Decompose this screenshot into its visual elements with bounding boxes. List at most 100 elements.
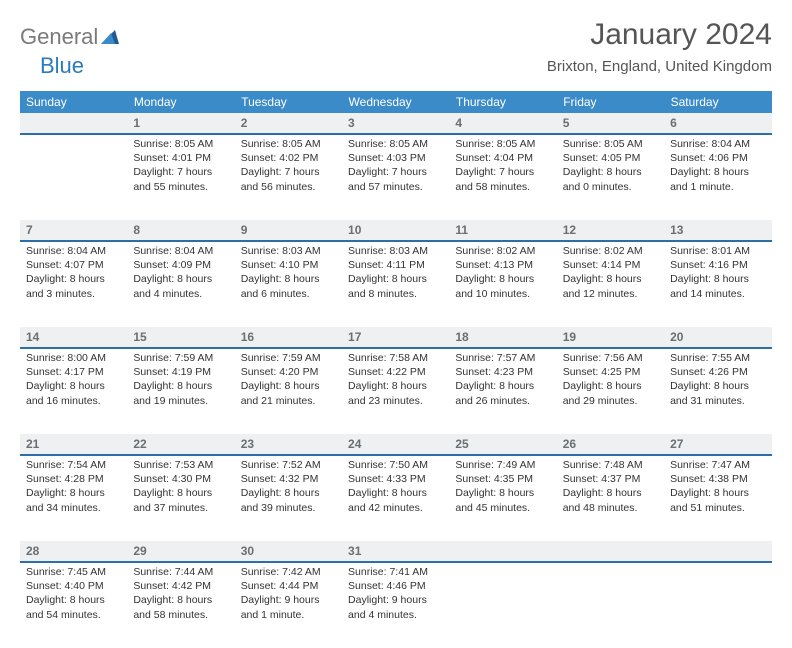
cell-line: Sunrise: 7:58 AM bbox=[348, 351, 443, 365]
day-number: 12 bbox=[557, 220, 664, 241]
day-cell: Sunrise: 8:00 AMSunset: 4:17 PMDaylight:… bbox=[20, 348, 127, 434]
day-cell: Sunrise: 8:02 AMSunset: 4:13 PMDaylight:… bbox=[449, 241, 556, 327]
cell-line: Sunset: 4:05 PM bbox=[563, 151, 658, 165]
cell-line: Sunset: 4:28 PM bbox=[26, 472, 121, 486]
day-cell: Sunrise: 8:05 AMSunset: 4:03 PMDaylight:… bbox=[342, 134, 449, 220]
day-header: Wednesday bbox=[342, 91, 449, 113]
cell-line: Sunset: 4:02 PM bbox=[241, 151, 336, 165]
day-cell: Sunrise: 8:04 AMSunset: 4:09 PMDaylight:… bbox=[127, 241, 234, 327]
cell-line: and 8 minutes. bbox=[348, 287, 443, 301]
day-cell bbox=[664, 562, 771, 648]
cell-line: Sunset: 4:09 PM bbox=[133, 258, 228, 272]
cell-line: Daylight: 9 hours bbox=[241, 593, 336, 607]
cell-line: Daylight: 8 hours bbox=[348, 486, 443, 500]
day-number bbox=[449, 541, 556, 562]
day-cell: Sunrise: 7:48 AMSunset: 4:37 PMDaylight:… bbox=[557, 455, 664, 541]
cell-line: Sunset: 4:30 PM bbox=[133, 472, 228, 486]
content-row: Sunrise: 7:54 AMSunset: 4:28 PMDaylight:… bbox=[20, 455, 772, 541]
day-number: 30 bbox=[235, 541, 342, 562]
cell-line: Sunset: 4:19 PM bbox=[133, 365, 228, 379]
day-number: 15 bbox=[127, 327, 234, 348]
day-cell: Sunrise: 8:03 AMSunset: 4:10 PMDaylight:… bbox=[235, 241, 342, 327]
day-cell: Sunrise: 7:58 AMSunset: 4:22 PMDaylight:… bbox=[342, 348, 449, 434]
day-number: 14 bbox=[20, 327, 127, 348]
cell-line: and 14 minutes. bbox=[670, 287, 765, 301]
cell-line: and 42 minutes. bbox=[348, 501, 443, 515]
cell-line: Daylight: 8 hours bbox=[26, 486, 121, 500]
day-cell: Sunrise: 7:42 AMSunset: 4:44 PMDaylight:… bbox=[235, 562, 342, 648]
content-row: Sunrise: 8:04 AMSunset: 4:07 PMDaylight:… bbox=[20, 241, 772, 327]
cell-line: Sunset: 4:46 PM bbox=[348, 579, 443, 593]
cell-line: Sunset: 4:38 PM bbox=[670, 472, 765, 486]
cell-line: Sunset: 4:13 PM bbox=[455, 258, 550, 272]
cell-line: Sunrise: 7:41 AM bbox=[348, 565, 443, 579]
cell-line: Sunrise: 7:57 AM bbox=[455, 351, 550, 365]
day-number: 8 bbox=[127, 220, 234, 241]
cell-line: and 4 minutes. bbox=[133, 287, 228, 301]
cell-line: Sunset: 4:37 PM bbox=[563, 472, 658, 486]
logo-text-general: General bbox=[20, 24, 98, 50]
cell-line: Sunrise: 8:04 AM bbox=[670, 137, 765, 151]
day-number: 26 bbox=[557, 434, 664, 455]
day-number: 29 bbox=[127, 541, 234, 562]
cell-line: and 54 minutes. bbox=[26, 608, 121, 622]
cell-line: Daylight: 8 hours bbox=[455, 379, 550, 393]
day-number: 16 bbox=[235, 327, 342, 348]
cell-line: Daylight: 8 hours bbox=[26, 272, 121, 286]
cell-line: and 29 minutes. bbox=[563, 394, 658, 408]
day-number: 20 bbox=[664, 327, 771, 348]
logo-text-blue: Blue bbox=[40, 53, 84, 78]
cell-line: Sunrise: 7:50 AM bbox=[348, 458, 443, 472]
cell-line: Sunset: 4:20 PM bbox=[241, 365, 336, 379]
cell-line: Sunrise: 7:54 AM bbox=[26, 458, 121, 472]
cell-line: and 19 minutes. bbox=[133, 394, 228, 408]
cell-line: Sunrise: 7:59 AM bbox=[241, 351, 336, 365]
day-number: 1 bbox=[127, 113, 234, 134]
day-cell: Sunrise: 7:53 AMSunset: 4:30 PMDaylight:… bbox=[127, 455, 234, 541]
content-row: Sunrise: 8:00 AMSunset: 4:17 PMDaylight:… bbox=[20, 348, 772, 434]
day-number: 24 bbox=[342, 434, 449, 455]
day-cell: Sunrise: 8:04 AMSunset: 4:06 PMDaylight:… bbox=[664, 134, 771, 220]
cell-line: Sunrise: 8:05 AM bbox=[563, 137, 658, 151]
cell-line: Daylight: 8 hours bbox=[241, 486, 336, 500]
cell-line: and 37 minutes. bbox=[133, 501, 228, 515]
daynum-row: 21222324252627 bbox=[20, 434, 772, 455]
day-number: 23 bbox=[235, 434, 342, 455]
cell-line: and 16 minutes. bbox=[26, 394, 121, 408]
day-header-row: Sunday Monday Tuesday Wednesday Thursday… bbox=[20, 91, 772, 113]
day-number bbox=[557, 541, 664, 562]
cell-line: Sunset: 4:25 PM bbox=[563, 365, 658, 379]
logo: General bbox=[20, 18, 122, 50]
daynum-row: 28293031 bbox=[20, 541, 772, 562]
cell-line: and 6 minutes. bbox=[241, 287, 336, 301]
daynum-row: 14151617181920 bbox=[20, 327, 772, 348]
cell-line: Sunrise: 8:02 AM bbox=[563, 244, 658, 258]
cell-line: Sunrise: 8:05 AM bbox=[241, 137, 336, 151]
day-cell: Sunrise: 7:44 AMSunset: 4:42 PMDaylight:… bbox=[127, 562, 234, 648]
cell-line: Daylight: 8 hours bbox=[563, 379, 658, 393]
cell-line: Sunrise: 8:00 AM bbox=[26, 351, 121, 365]
cell-line: Sunset: 4:11 PM bbox=[348, 258, 443, 272]
day-number: 18 bbox=[449, 327, 556, 348]
cell-line: and 58 minutes. bbox=[455, 180, 550, 194]
cell-line: Sunset: 4:44 PM bbox=[241, 579, 336, 593]
cell-line: Sunset: 4:17 PM bbox=[26, 365, 121, 379]
cell-line: Daylight: 8 hours bbox=[26, 379, 121, 393]
day-number: 27 bbox=[664, 434, 771, 455]
day-number: 31 bbox=[342, 541, 449, 562]
cell-line: and 3 minutes. bbox=[26, 287, 121, 301]
location-subtitle: Brixton, England, United Kingdom bbox=[547, 58, 772, 75]
cell-line: and 31 minutes. bbox=[670, 394, 765, 408]
cell-line: and 45 minutes. bbox=[455, 501, 550, 515]
cell-line: Sunset: 4:01 PM bbox=[133, 151, 228, 165]
cell-line: Daylight: 8 hours bbox=[455, 272, 550, 286]
cell-line: Sunrise: 7:53 AM bbox=[133, 458, 228, 472]
calendar-table: Sunday Monday Tuesday Wednesday Thursday… bbox=[20, 91, 772, 648]
day-cell bbox=[557, 562, 664, 648]
cell-line: Daylight: 7 hours bbox=[348, 165, 443, 179]
day-cell: Sunrise: 8:01 AMSunset: 4:16 PMDaylight:… bbox=[664, 241, 771, 327]
cell-line: and 4 minutes. bbox=[348, 608, 443, 622]
day-number: 17 bbox=[342, 327, 449, 348]
day-header: Friday bbox=[557, 91, 664, 113]
cell-line: Sunrise: 8:03 AM bbox=[348, 244, 443, 258]
